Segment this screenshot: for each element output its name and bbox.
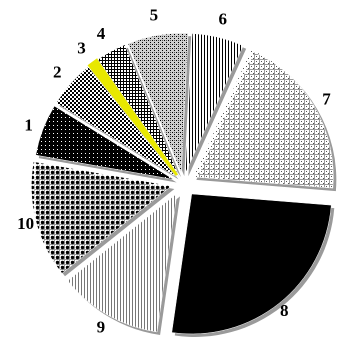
pie-slice-1: [35, 105, 174, 180]
slice-label-9: 9: [97, 317, 106, 336]
pie-slice-8: [171, 193, 332, 335]
pie-slice-5: [127, 32, 189, 174]
slice-label-6: 6: [219, 9, 228, 28]
slice-label-3: 3: [77, 38, 86, 57]
pie-slice-6: [185, 33, 244, 174]
pie-slice-10: [31, 161, 172, 274]
slice-label-1: 1: [24, 115, 33, 134]
slice-label-7: 7: [322, 89, 331, 108]
slice-label-4: 4: [97, 24, 106, 43]
slice-label-2: 2: [53, 63, 62, 82]
slice-label-5: 5: [150, 6, 159, 25]
pie-slice-2: [55, 66, 176, 177]
pie-slice-9: [67, 192, 178, 333]
slice-label-8: 8: [280, 301, 289, 320]
slice-labels: 1 234 5 6 7 8 9 10: [17, 6, 331, 337]
pie-slice-3: [87, 58, 179, 176]
pie-slice-7: [192, 49, 334, 189]
pie-slice-4: [97, 44, 179, 175]
pie-slices: [31, 32, 334, 335]
slice-label-10: 10: [17, 214, 34, 233]
